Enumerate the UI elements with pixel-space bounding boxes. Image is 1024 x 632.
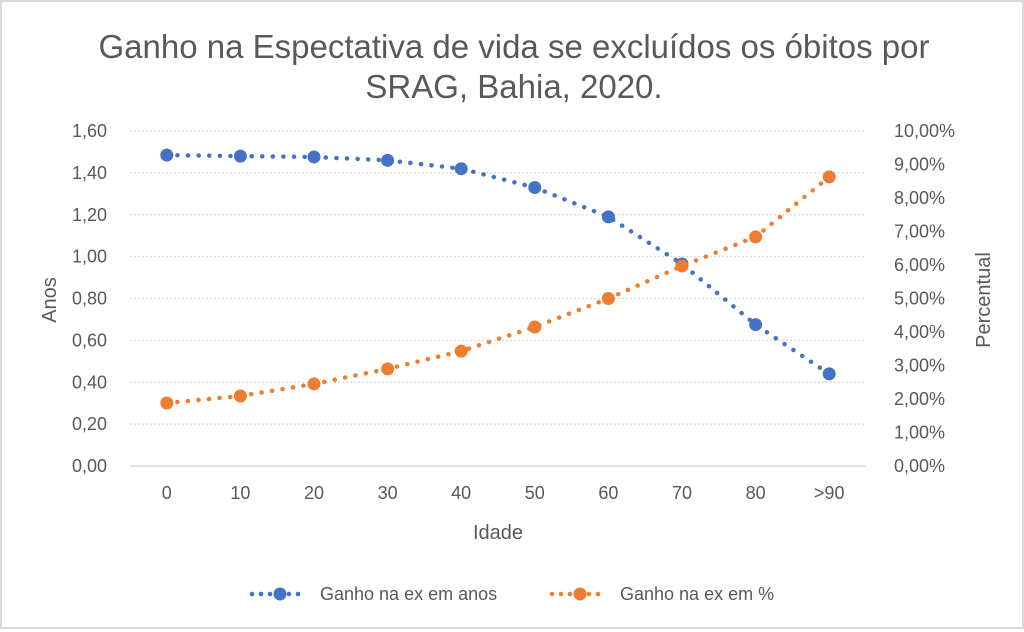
legend-dot <box>267 591 273 597</box>
legend-dot <box>595 591 601 597</box>
x-tick-label: 10 <box>230 483 250 503</box>
data-point[interactable] <box>601 292 615 305</box>
data-point[interactable] <box>381 362 395 376</box>
legend-dot <box>258 591 264 597</box>
x-tick-label: 0 <box>162 483 172 503</box>
data-point[interactable] <box>381 153 395 167</box>
y2-tick-label: 7,00% <box>894 222 945 242</box>
y2-tick-label: 8,00% <box>894 188 945 208</box>
legend-item-anos[interactable]: Ganho na ex em anos <box>249 584 497 604</box>
y2-tick-label: 5,00% <box>894 289 945 309</box>
data-point[interactable] <box>307 377 321 391</box>
x-tick-label: 50 <box>525 483 545 503</box>
series-line <box>164 152 832 377</box>
y2-tick-label: 3,00% <box>894 356 945 376</box>
chart-title: Ganho na Espectativa de vida se excluído… <box>98 28 929 105</box>
chart-title-line-1: Ganho na Espectativa de vida se excluído… <box>98 28 929 65</box>
y-tick-label: 1,60 <box>72 121 107 141</box>
y2-axis-title: Percentual <box>973 252 995 348</box>
x-tick-label: 70 <box>672 483 692 503</box>
data-point[interactable] <box>160 396 174 410</box>
y2-axis-ticks: 0,00% 1,00% 2,00% 3,00% 4,00% 5,00% 6,00% 7,00%… <box>894 121 955 476</box>
legend-marker-percent <box>549 587 601 601</box>
legend-dot <box>249 591 255 597</box>
y2-tick-label: 4,00% <box>894 322 945 342</box>
data-point[interactable] <box>454 162 468 176</box>
x-tick-label: 60 <box>598 483 618 503</box>
series-layer <box>160 148 836 410</box>
x-tick-label: 80 <box>746 483 766 503</box>
y-tick-label: 0,20 <box>72 414 107 434</box>
y-tick-label: 0,00 <box>72 456 107 476</box>
y2-tick-label: 0,00% <box>894 456 945 476</box>
data-point[interactable] <box>822 170 836 184</box>
legend-dot <box>295 591 301 597</box>
x-tick-label: >90 <box>814 483 845 503</box>
x-axis-title: Idade <box>473 522 523 544</box>
data-point[interactable] <box>822 367 836 381</box>
legend-dot <box>558 591 564 597</box>
x-tick-label: 30 <box>378 483 398 503</box>
legend-label-percent: Ganho na ex em % <box>620 584 774 604</box>
y-axis-title: Anos <box>39 277 61 323</box>
y2-tick-label: 6,00% <box>894 255 945 275</box>
series-line <box>164 174 832 406</box>
series-percent <box>160 170 836 410</box>
chart-title-line-2: SRAG, Bahia, 2020. <box>365 68 662 105</box>
y2-tick-label: 9,00% <box>894 155 945 175</box>
gridlines <box>130 130 866 467</box>
legend: Ganho na ex em anos Ganho na ex em % <box>249 584 774 604</box>
data-point[interactable] <box>749 230 763 244</box>
legend-label-anos: Ganho na ex em anos <box>320 584 497 604</box>
x-tick-label: 20 <box>304 483 324 503</box>
legend-marker-anos <box>249 587 301 601</box>
y2-tick-label: 1,00% <box>894 423 945 443</box>
y-tick-label: 0,60 <box>72 330 107 350</box>
legend-dot <box>586 591 592 597</box>
y-tick-label: 0,40 <box>72 372 107 392</box>
data-point[interactable] <box>749 318 763 332</box>
y-tick-label: 1,40 <box>72 163 107 183</box>
y-tick-label: 1,20 <box>72 205 107 225</box>
y-tick-label: 0,80 <box>72 289 107 309</box>
data-point[interactable] <box>601 210 615 224</box>
x-axis-ticks: 0 10 20 30 40 50 60 70 80 >90 <box>162 483 845 503</box>
y2-tick-label: 2,00% <box>894 389 945 409</box>
x-tick-label: 40 <box>451 483 471 503</box>
legend-item-percent[interactable]: Ganho na ex em % <box>549 584 774 604</box>
data-point[interactable] <box>233 389 247 403</box>
y-axis-ticks: 0,00 0,20 0,40 0,60 0,80 1,00 1,20 1,40 1,60 <box>72 121 107 476</box>
y-tick-label: 1,00 <box>72 247 107 267</box>
legend-dot <box>549 591 555 597</box>
legend-marker-circle <box>573 587 587 601</box>
series-anos <box>160 148 836 381</box>
y2-tick-label: 10,00% <box>894 121 955 141</box>
data-point[interactable] <box>307 150 321 164</box>
data-point[interactable] <box>454 344 468 358</box>
legend-dot <box>567 591 573 597</box>
data-point[interactable] <box>528 181 542 195</box>
data-point[interactable] <box>528 320 542 334</box>
data-point[interactable] <box>675 259 689 273</box>
data-point[interactable] <box>233 149 247 163</box>
legend-marker-circle <box>273 587 287 601</box>
data-point[interactable] <box>160 148 174 162</box>
legend-dot <box>286 591 292 597</box>
